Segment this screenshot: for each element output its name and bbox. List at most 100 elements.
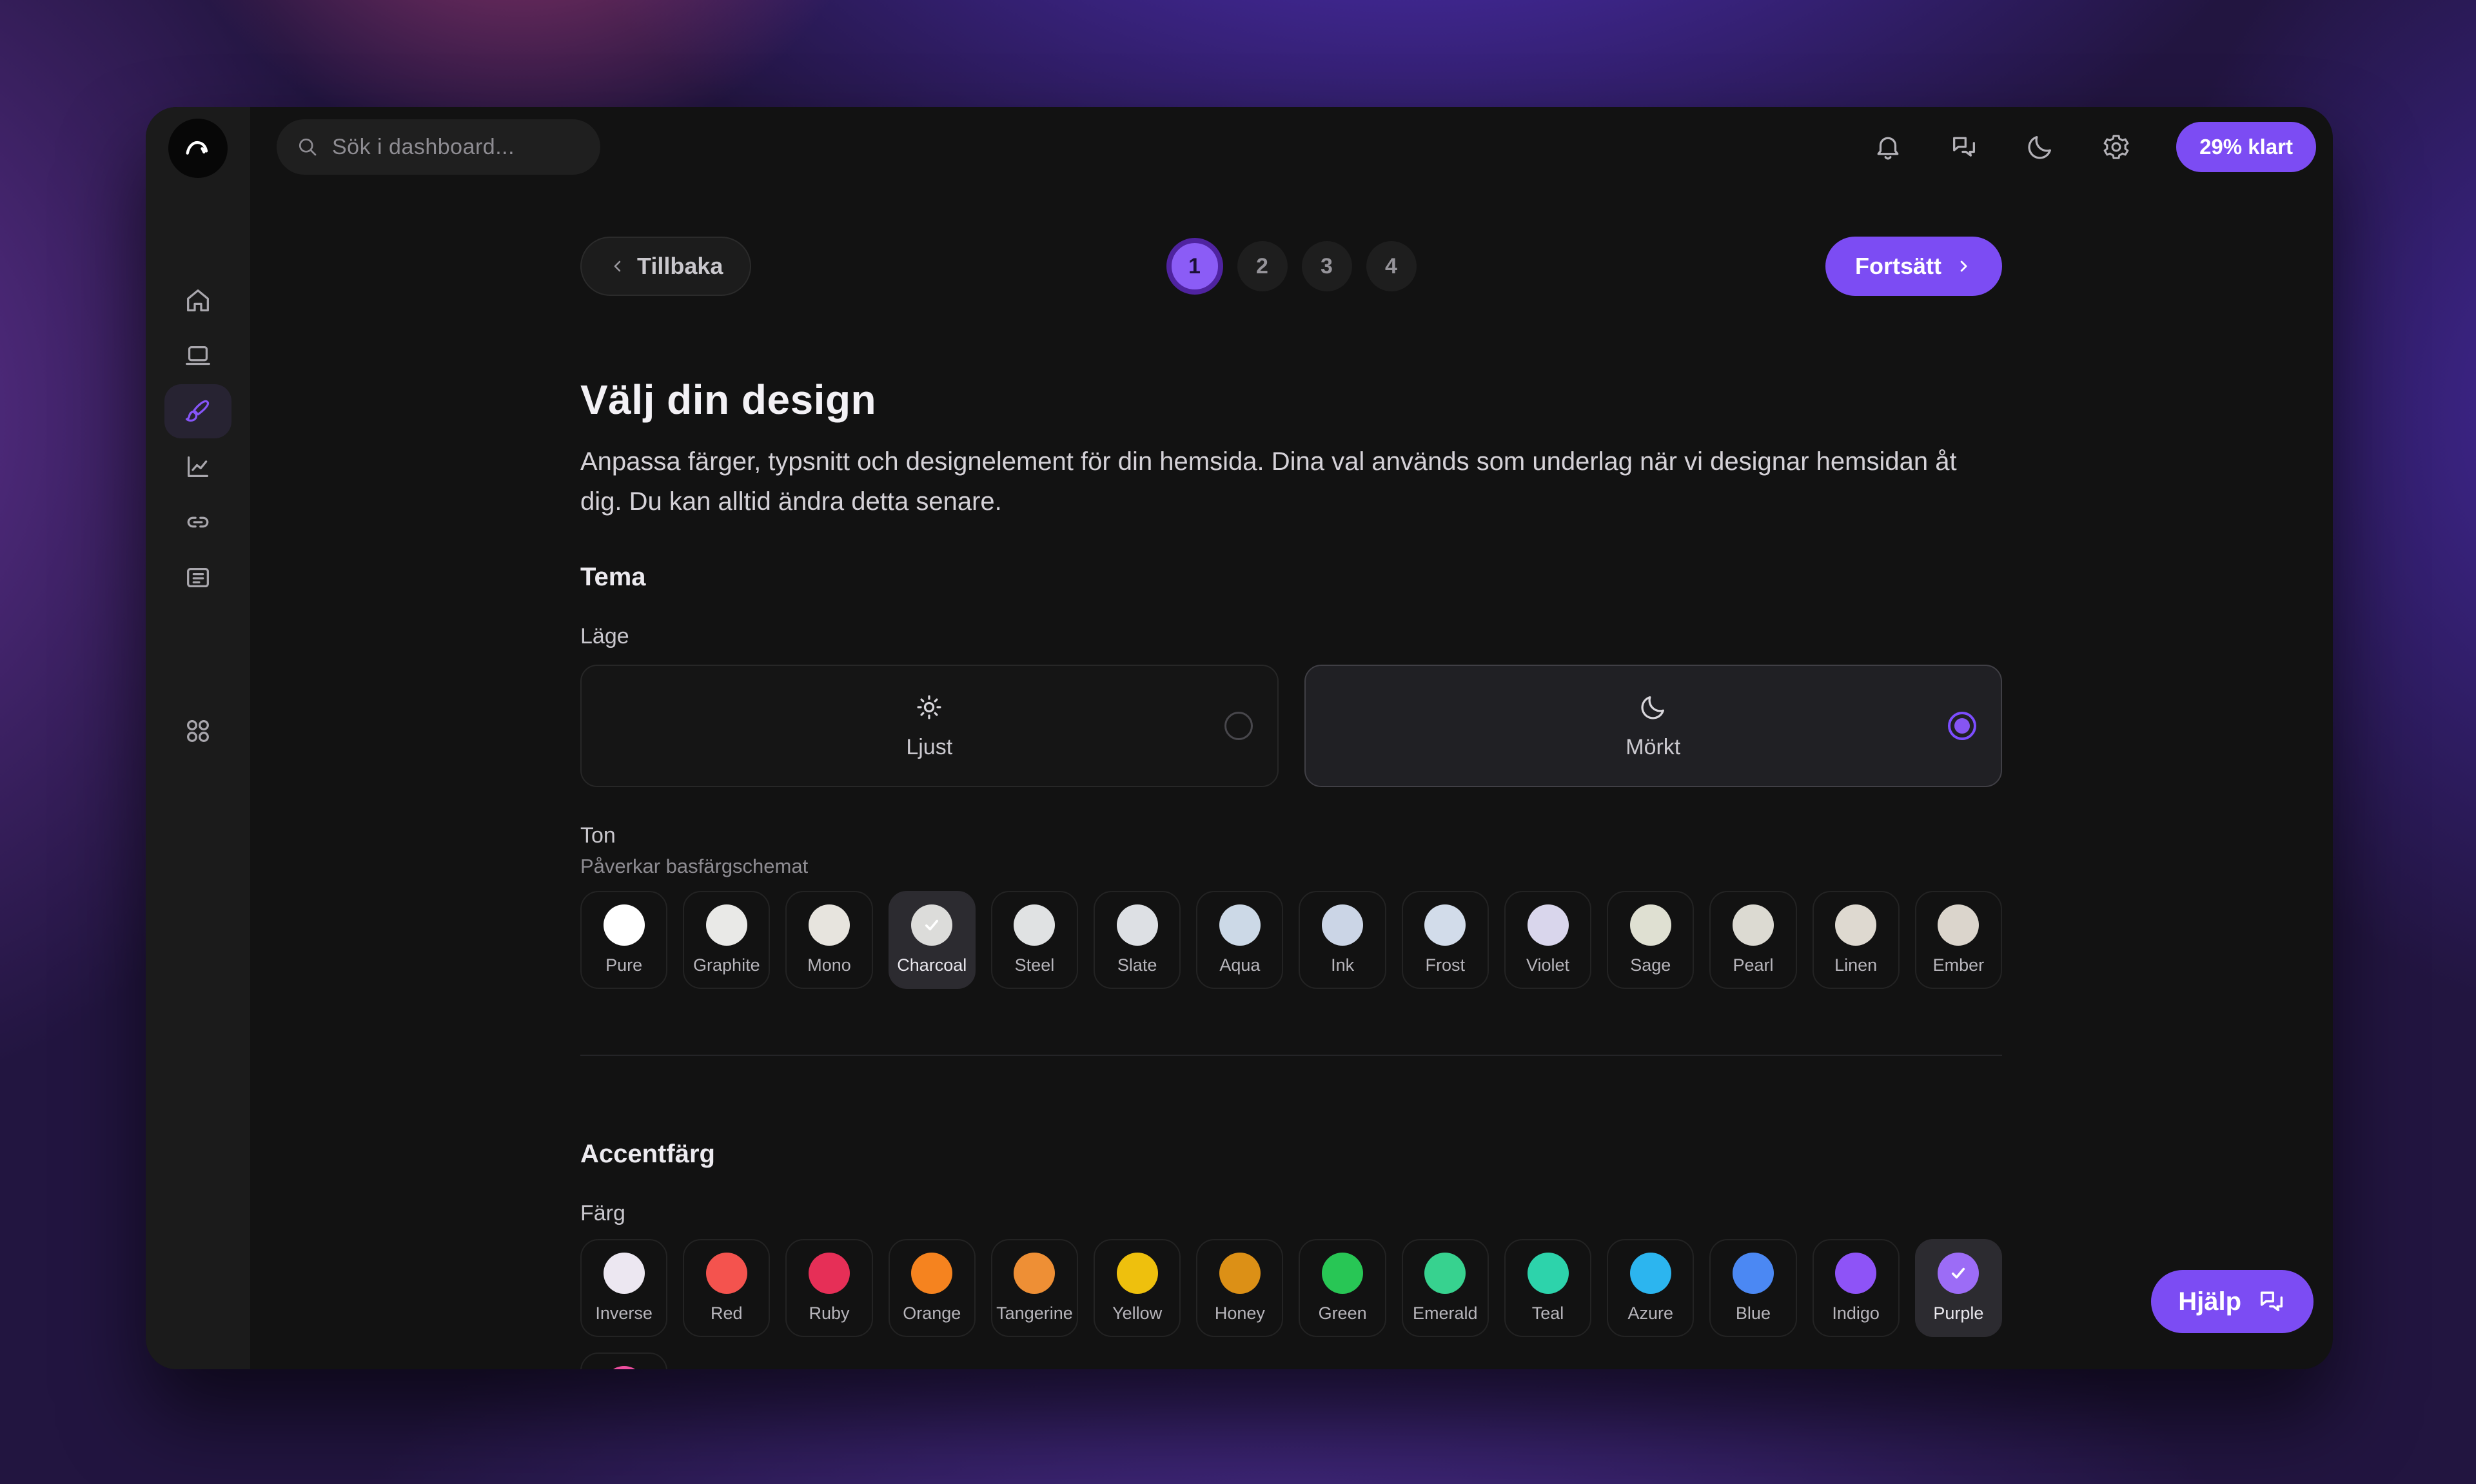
tone-option-aqua[interactable]: Aqua <box>1196 891 1284 989</box>
wizard-nav-row: Tillbaka 1 2 3 4 Fortsätt <box>580 237 2002 296</box>
sidebar-item-websites[interactable] <box>164 329 231 383</box>
tone-option-graphite[interactable]: Graphite <box>683 891 771 989</box>
tone-option-pearl[interactable]: Pearl <box>1709 891 1797 989</box>
sun-icon <box>914 692 944 722</box>
accent-swatch <box>1835 1253 1877 1294</box>
back-button[interactable]: Tillbaka <box>580 237 752 296</box>
tone-option-charcoal[interactable]: Charcoal <box>888 891 976 989</box>
accent-option-orange[interactable]: Orange <box>888 1239 976 1337</box>
mode-label: Läge <box>580 624 629 649</box>
tone-hint: Påverkar basfärgschemat <box>580 855 809 877</box>
accent-option-label: Purple <box>1933 1303 1984 1323</box>
sidebar-item-design[interactable] <box>164 384 231 438</box>
gear-icon <box>2101 132 2131 162</box>
notifications-button[interactable] <box>1850 119 1926 175</box>
accent-swatch <box>1014 1253 1056 1294</box>
accent-option-label: Azure <box>1627 1303 1674 1323</box>
sidebar-item-analytics[interactable] <box>164 440 231 494</box>
page-description: Anpassa färger, typsnitt och designeleme… <box>580 447 1957 516</box>
accent-option-honey[interactable]: Honey <box>1196 1239 1284 1337</box>
tone-swatch <box>1424 904 1466 946</box>
accent-option-indigo[interactable]: Indigo <box>1812 1239 1900 1337</box>
continue-button[interactable]: Fortsätt <box>1825 237 2002 296</box>
main-area: Sök i dashboard... <box>250 107 2333 1369</box>
dark-mode-toggle[interactable] <box>2002 119 2078 175</box>
progress-badge[interactable]: 29% klart <box>2176 122 2316 172</box>
sidebar-item-links[interactable] <box>164 495 231 549</box>
accent-option-label: Honey <box>1214 1303 1265 1323</box>
accent-option-tangerine[interactable]: Tangerine <box>990 1239 1079 1337</box>
mode-dark-radio[interactable] <box>1948 712 1976 740</box>
accent-swatch <box>1424 1253 1466 1294</box>
messages-icon <box>1949 132 1979 162</box>
settings-button[interactable] <box>2078 119 2154 175</box>
help-button-label: Hjälp <box>2178 1287 2241 1316</box>
accent-section-title: Accentfärg <box>580 1140 715 1168</box>
accent-option-label: Teal <box>1531 1303 1564 1323</box>
step-4-label: 4 <box>1385 253 1397 278</box>
accent-option-teal[interactable]: Teal <box>1504 1239 1592 1337</box>
tone-swatch-selected <box>911 904 953 946</box>
accent-option-label: Emerald <box>1413 1303 1478 1323</box>
accent-swatch <box>809 1253 850 1294</box>
tone-swatch <box>1938 904 1980 946</box>
section-divider <box>580 1055 2002 1056</box>
topbar: Sök i dashboard... <box>250 119 2333 175</box>
mode-light-radio[interactable] <box>1224 712 1253 740</box>
tone-option-label: Charcoal <box>897 955 967 975</box>
accent-option-blue[interactable]: Blue <box>1709 1239 1797 1337</box>
accent-option-label: Green <box>1318 1303 1367 1323</box>
messages-button[interactable] <box>1926 119 2002 175</box>
accent-option-ruby[interactable]: Ruby <box>785 1239 873 1337</box>
search-icon <box>296 135 319 159</box>
help-button[interactable]: Hjälp <box>2151 1270 2314 1333</box>
tone-option-label: Ember <box>1932 955 1985 975</box>
accent-option-azure[interactable]: Azure <box>1607 1239 1695 1337</box>
sidebar-item-home[interactable] <box>164 273 231 327</box>
step-3[interactable]: 3 <box>1301 241 1352 291</box>
search-input[interactable]: Sök i dashboard... <box>277 119 600 175</box>
tone-option-mono[interactable]: Mono <box>785 891 873 989</box>
tone-option-ink[interactable]: Ink <box>1299 891 1386 989</box>
accent-option-inverse[interactable]: Inverse <box>580 1239 668 1337</box>
mode-option-dark-label: Mörkt <box>1626 734 1681 759</box>
tone-option-pure[interactable]: Pure <box>580 891 668 989</box>
accent-color-options: Inverse Red Ruby Orange Tangerine <box>580 1239 2002 1369</box>
mode-option-light-label: Ljust <box>906 734 953 759</box>
tone-option-frost[interactable]: Frost <box>1401 891 1489 989</box>
tone-option-ember[interactable]: Ember <box>1914 891 2002 989</box>
tone-option-violet[interactable]: Violet <box>1504 891 1592 989</box>
step-2-label: 2 <box>1256 253 1268 278</box>
tone-swatch <box>603 904 645 946</box>
step-2[interactable]: 2 <box>1237 241 1288 291</box>
tone-options: Pure Graphite Mono Charcoal <box>580 891 2002 989</box>
accent-option-pink[interactable]: Pink <box>580 1352 668 1369</box>
tone-option-linen[interactable]: Linen <box>1812 891 1900 989</box>
tone-option-label: Mono <box>807 955 851 975</box>
accent-swatch <box>1116 1253 1158 1294</box>
app-logo[interactable] <box>168 119 228 178</box>
mode-option-dark[interactable]: Mörkt <box>1304 665 2002 787</box>
page-title: Välj din design <box>580 376 877 423</box>
sidebar-item-content[interactable] <box>164 551 231 605</box>
mode-option-light[interactable]: Ljust <box>580 665 1279 787</box>
accent-option-red[interactable]: Red <box>683 1239 771 1337</box>
accent-swatch <box>603 1366 645 1369</box>
brush-icon <box>183 396 213 426</box>
step-1[interactable]: 1 <box>1166 238 1223 295</box>
tone-option-label: Pure <box>605 955 643 975</box>
tone-option-sage[interactable]: Sage <box>1607 891 1695 989</box>
app-window: Sök i dashboard... <box>146 107 2333 1369</box>
tone-option-label: Pearl <box>1733 955 1774 975</box>
tone-option-steel[interactable]: Steel <box>990 891 1079 989</box>
sidebar <box>146 107 250 1369</box>
chevron-left-icon <box>609 257 627 275</box>
accent-option-emerald[interactable]: Emerald <box>1401 1239 1489 1337</box>
tone-option-slate[interactable]: Slate <box>1094 891 1181 989</box>
step-4[interactable]: 4 <box>1366 241 1417 291</box>
tone-option-label: Graphite <box>693 955 760 975</box>
sidebar-item-apps[interactable] <box>164 704 231 758</box>
accent-option-purple[interactable]: Purple <box>1914 1239 2002 1337</box>
accent-option-yellow[interactable]: Yellow <box>1094 1239 1181 1337</box>
accent-option-green[interactable]: Green <box>1299 1239 1386 1337</box>
